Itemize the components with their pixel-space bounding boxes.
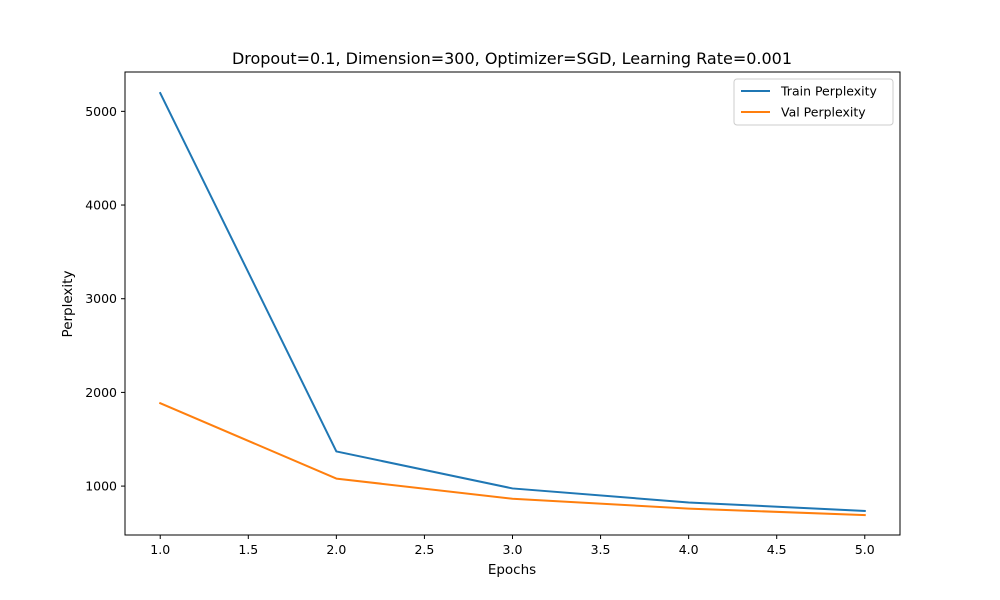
y-tick-label: 4000	[85, 198, 117, 213]
x-tick-label: 3.0	[503, 542, 523, 557]
series-line-val-perplexity	[158, 401, 866, 517]
series-layer	[158, 91, 866, 517]
x-axis-label: Epochs	[488, 562, 536, 578]
series-line-train-perplexity	[158, 91, 866, 512]
ticks-layer: 1.0 1.5 2.0 2.5 3.0 3.5 4.0 4.5 5.0 1000 2000 3000 4…	[85, 104, 875, 557]
legend: Train Perplexity Val Perplexity	[733, 78, 894, 126]
x-tick-label: 1.0	[150, 542, 170, 557]
chart-title: Dropout=0.1, Dimension=300, Optimizer=SG…	[232, 49, 792, 68]
x-tick-label: 1.5	[238, 542, 258, 557]
legend-label-train-perplexity: Train Perplexity	[780, 84, 878, 99]
x-tick-label: 2.0	[326, 542, 346, 557]
legend-box	[733, 78, 894, 126]
x-tick-label: 5.0	[855, 542, 875, 557]
x-tick-label: 4.0	[679, 542, 699, 557]
y-axis-label: Perplexity	[60, 271, 76, 338]
x-tick-label: 4.5	[767, 542, 787, 557]
x-tick-label: 3.5	[591, 542, 611, 557]
plot-area-frame	[124, 71, 901, 536]
y-tick-label: 2000	[85, 385, 117, 400]
y-tick-label: 3000	[85, 291, 117, 306]
y-tick-label: 5000	[85, 104, 117, 119]
legend-label-val-perplexity: Val Perplexity	[781, 105, 866, 120]
x-tick-label: 2.5	[414, 542, 434, 557]
y-tick-label: 1000	[85, 479, 117, 494]
